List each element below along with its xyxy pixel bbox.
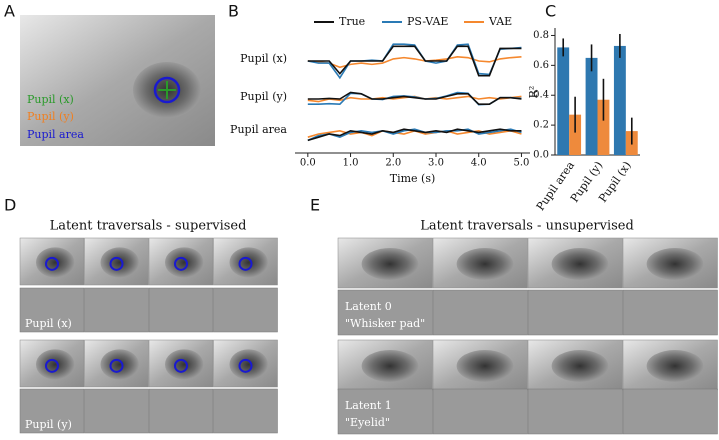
diff-cell xyxy=(84,287,149,333)
eye xyxy=(551,350,609,382)
y-tick-label: 0.4 xyxy=(533,90,549,101)
row-label: Pupil area xyxy=(230,123,287,136)
diff-cell xyxy=(84,388,149,434)
x-tick-label: Pupil area xyxy=(534,159,578,213)
diff-cell xyxy=(148,287,214,333)
eye xyxy=(36,247,75,278)
eye xyxy=(36,349,75,380)
x-tick-label: 4.0 xyxy=(471,158,487,169)
eye xyxy=(165,247,204,278)
pupil-marker xyxy=(45,358,59,373)
x-tick-label: 0.0 xyxy=(300,158,316,169)
legend-label: PS-VAE xyxy=(407,15,448,28)
x-tick-label: 2.0 xyxy=(385,158,401,169)
eye xyxy=(165,349,204,380)
bar xyxy=(557,47,570,155)
diff-cell xyxy=(337,388,433,435)
y-tick-label: 0.2 xyxy=(533,120,549,131)
pupil-marker xyxy=(174,358,188,373)
eye xyxy=(456,350,514,382)
legend-label: VAE xyxy=(488,15,512,28)
trace xyxy=(307,91,522,105)
diff-cell xyxy=(337,289,433,336)
panel-letter: C xyxy=(545,2,556,21)
panel-title: Latent traversals - unsupervised xyxy=(420,219,634,234)
panel-letter: A xyxy=(4,2,15,21)
panel-letter: E xyxy=(310,196,320,215)
traversal-label: "Whisker pad" xyxy=(345,317,425,330)
eye xyxy=(456,248,514,280)
eye xyxy=(551,248,609,280)
row-label: Pupil (y) xyxy=(240,90,287,103)
trace xyxy=(307,45,522,77)
traversal-label: Latent 1 xyxy=(345,399,392,412)
bar xyxy=(597,99,610,155)
trace xyxy=(307,128,522,142)
y-tick-label: 0.6 xyxy=(533,60,549,71)
traversal-label: Latent 0 xyxy=(345,300,392,313)
label: Pupil (x) xyxy=(27,93,74,106)
diff-cell xyxy=(19,388,85,434)
eye xyxy=(646,248,704,280)
bar xyxy=(569,114,582,155)
diff-cell xyxy=(432,289,528,336)
label: Pupil (y) xyxy=(27,110,74,123)
pupil-marker xyxy=(109,256,124,271)
pupil-marker xyxy=(238,256,253,271)
bar xyxy=(613,45,626,155)
legend-label: True xyxy=(339,15,365,28)
eye xyxy=(229,247,268,278)
traversal-label: Pupil (y) xyxy=(25,418,72,431)
eye xyxy=(646,350,704,382)
x-axis-label: Time (s) xyxy=(390,172,436,185)
diff-cell xyxy=(432,388,528,435)
y-tick-label: 0.8 xyxy=(533,30,549,41)
trace xyxy=(307,43,522,80)
trace xyxy=(307,55,522,69)
label: Pupil area xyxy=(27,128,84,141)
pupil-marker xyxy=(109,358,124,373)
eye xyxy=(100,349,139,380)
eye-photo xyxy=(20,15,215,146)
panel-letter: B xyxy=(228,2,239,21)
eye xyxy=(229,349,268,380)
pupil-marker xyxy=(45,256,59,271)
diff-cell xyxy=(148,388,214,434)
diff-cell xyxy=(622,289,718,336)
diff-cell xyxy=(213,287,278,333)
panel-letter: D xyxy=(4,196,16,215)
diff-cell xyxy=(622,388,718,435)
pupil-marker xyxy=(238,358,253,373)
x-tick-label: 3.0 xyxy=(428,158,444,169)
bar xyxy=(585,57,598,155)
row-label: Pupil (x) xyxy=(240,52,287,65)
eye xyxy=(361,248,419,280)
diff-cell xyxy=(527,289,623,336)
traversal-grids: Pupil (x) Pupil (y) Latent 0 "Whisker pad" L… xyxy=(19,237,718,435)
y-tick-label: 0.0 xyxy=(533,150,549,161)
diff-cell xyxy=(19,287,85,333)
traversal-label: Pupil (x) xyxy=(25,317,72,330)
y-axis-label: R² xyxy=(527,86,540,99)
panel-title: Latent traversals - supervised xyxy=(50,219,247,234)
eye xyxy=(361,350,419,382)
pupil-marker xyxy=(174,256,188,271)
diff-cell xyxy=(527,388,623,435)
traversal-label: "Eyelid" xyxy=(345,416,390,429)
x-tick-label: 1.0 xyxy=(343,158,359,169)
eye xyxy=(100,247,139,278)
diff-cell xyxy=(213,388,278,434)
x-tick-label: 5.0 xyxy=(514,158,530,169)
trace xyxy=(307,128,522,142)
